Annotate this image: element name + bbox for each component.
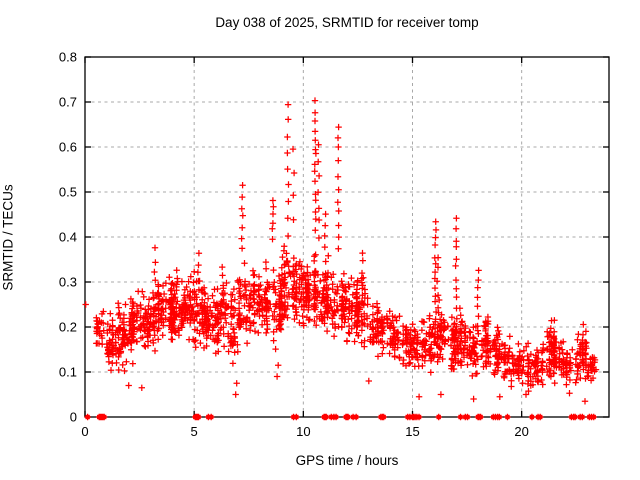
svg-text:0.5: 0.5 <box>59 185 77 200</box>
svg-text:0.7: 0.7 <box>59 95 77 110</box>
zero-rug-points <box>84 413 597 421</box>
svg-text:0: 0 <box>81 424 88 439</box>
x-axis-label: GPS time / hours <box>295 453 399 468</box>
svg-text:0: 0 <box>70 410 77 425</box>
svg-text:20: 20 <box>514 424 528 439</box>
svg-text:15: 15 <box>405 424 419 439</box>
svg-text:5: 5 <box>191 424 198 439</box>
svg-text:0.3: 0.3 <box>59 275 77 290</box>
chart-title: Day 038 of 2025, SRMTID for receiver tom… <box>215 15 479 30</box>
scatter-points <box>82 97 600 405</box>
svg-text:0.6: 0.6 <box>59 140 77 155</box>
svg-text:0.2: 0.2 <box>59 320 77 335</box>
svg-text:0.4: 0.4 <box>59 230 77 245</box>
svg-text:10: 10 <box>296 424 310 439</box>
svg-text:0.8: 0.8 <box>59 50 77 65</box>
svg-text:0.1: 0.1 <box>59 365 77 380</box>
x-tick-labels: 0 5 10 15 20 <box>81 424 529 439</box>
y-tick-labels: 0 0.1 0.2 0.3 0.4 0.5 0.6 0.7 0.8 <box>59 50 77 425</box>
